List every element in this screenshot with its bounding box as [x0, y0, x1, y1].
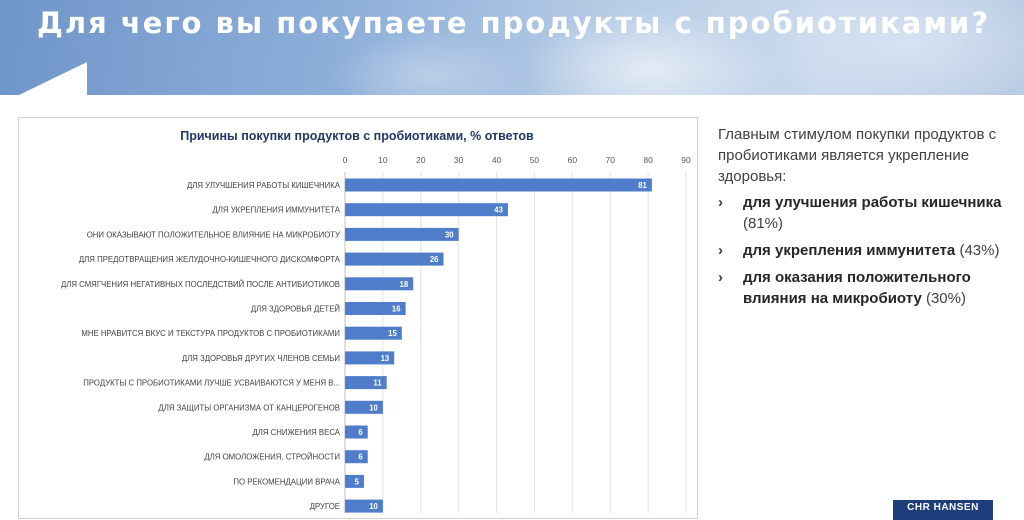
x-tick-label: 50 — [530, 155, 540, 165]
x-tick-label: 70 — [605, 155, 615, 165]
bar — [345, 351, 395, 365]
bar-value-label: 5 — [355, 477, 360, 486]
side-bullet: › для укрепления иммунитета (43%) — [718, 240, 1024, 261]
bar-value-label: 16 — [392, 305, 401, 314]
x-tick-label: 40 — [492, 155, 502, 165]
bar-value-label: 13 — [381, 354, 390, 363]
x-tick-label: 90 — [681, 155, 691, 165]
category-label: ПРОДУКТЫ С ПРОБИОТИКАМИ ЛУЧШЕ УСВАИВАЮТС… — [83, 379, 340, 388]
category-label: ДЛЯ ПРЕДОТВРАЩЕНИЯ ЖЕЛУДОЧНО-КИШЕЧНОГО Д… — [79, 255, 341, 264]
bar — [345, 302, 406, 315]
side-bullet-bold: для оказания положительного влияния на м… — [743, 269, 971, 307]
category-label: ДЛЯ ОМОЛОЖЕНИЯ, СТРОЙНОСТИ — [204, 453, 340, 462]
bar — [345, 277, 414, 291]
bar-value-label: 6 — [358, 428, 363, 437]
category-label: ДРУГОЕ — [310, 502, 340, 511]
bar — [345, 474, 364, 488]
bar-value-label: 6 — [358, 453, 363, 462]
bar-value-label: 10 — [369, 502, 378, 511]
side-bullet-value: (30%) — [925, 290, 966, 307]
chevron-right-icon: › — [718, 269, 723, 286]
bar — [345, 425, 368, 439]
bar — [345, 376, 387, 390]
bar-value-label: 81 — [638, 181, 647, 190]
bar-value-label: 30 — [445, 230, 454, 239]
bar-value-label: 10 — [369, 403, 378, 412]
page-title: Для чего вы покупаете продукты с пробиот… — [37, 6, 991, 40]
side-bullet: › для оказания положительного влияния на… — [718, 267, 1024, 309]
banner-corner-shape — [19, 62, 87, 95]
side-bullet-bold: для укрепления иммунитета — [743, 242, 956, 259]
category-label: ОНИ ОКАЗЫВАЮТ ПОЛОЖИТЕЛЬНОЕ ВЛИЯНИЕ НА М… — [87, 230, 340, 239]
x-tick-label: 80 — [643, 155, 653, 165]
chevron-right-icon: › — [718, 194, 723, 211]
x-tick-label: 30 — [454, 155, 464, 165]
bar-value-label: 11 — [373, 379, 382, 388]
category-label: ДЛЯ ЗДОРОВЬЯ ДЕТЕЙ — [251, 305, 340, 314]
bar-value-label: 18 — [400, 280, 409, 289]
side-intro: Главным стимулом покупки продуктов с про… — [718, 126, 997, 185]
x-tick-label: 10 — [378, 155, 388, 165]
bar — [345, 450, 368, 464]
category-label: ДЛЯ УЛУЧШЕНИЯ РАБОТЫ КИШЕЧНИКА — [187, 181, 341, 190]
side-bullet-value: (43%) — [959, 242, 1000, 259]
category-label: ДЛЯ ЗДОРОВЬЯ ДРУГИХ ЧЛЕНОВ СЕМЬИ — [182, 354, 340, 363]
bar-value-label: 43 — [494, 206, 503, 215]
category-label: ПО РЕКОМЕНДАЦИИ ВРАЧА — [233, 477, 340, 486]
side-panel: Главным стимулом покупки продуктов с про… — [718, 124, 1024, 315]
chart-title: Причины покупки продуктов с пробиотиками… — [180, 129, 534, 143]
category-label: ДЛЯ УКРЕПЛЕНИЯ ИММУНИТЕТА — [213, 206, 341, 215]
header-banner: Для чего вы покупаете продукты с пробиот… — [0, 0, 1024, 95]
side-bullet-list: › для улучшения работы кишечника (81%) ›… — [718, 192, 1024, 309]
x-tick-label: 20 — [416, 155, 426, 165]
bar — [345, 326, 402, 340]
bar — [345, 400, 383, 414]
banner-decoration — [330, 30, 530, 95]
category-label: ДЛЯ СНИЖЕНИЯ ВЕСА — [252, 428, 340, 437]
bar — [345, 178, 652, 192]
bar — [345, 203, 508, 217]
side-bullet-bold: для улучшения работы кишечника — [743, 194, 1002, 211]
banner-decoration — [760, 0, 1024, 95]
side-bullet: › для улучшения работы кишечника (81%) — [718, 192, 1024, 234]
bar — [345, 252, 444, 266]
category-label: МНЕ НРАВИТСЯ ВКУС И ТЕКСТУРА ПРОДУКТОВ С… — [81, 329, 340, 338]
category-label: ДЛЯ ЗАЩИТЫ ОРГАНИЗМА ОТ КАНЦЕРОГЕНОВ — [158, 403, 340, 412]
bar-value-label: 15 — [388, 329, 397, 338]
bar — [345, 227, 459, 241]
bar — [345, 499, 383, 513]
company-logo: CHR HANSEN — [893, 500, 993, 520]
x-tick-label: 0 — [343, 155, 348, 165]
side-bullet-value: (81%) — [743, 215, 784, 232]
category-label: ДЛЯ СМЯГЧЕНИЯ НЕГАТИВНЫХ ПОСЛЕДСТВИЙ ПОС… — [61, 280, 340, 289]
chevron-right-icon: › — [718, 242, 723, 259]
bar-value-label: 26 — [430, 255, 439, 264]
x-tick-label: 60 — [568, 155, 578, 165]
